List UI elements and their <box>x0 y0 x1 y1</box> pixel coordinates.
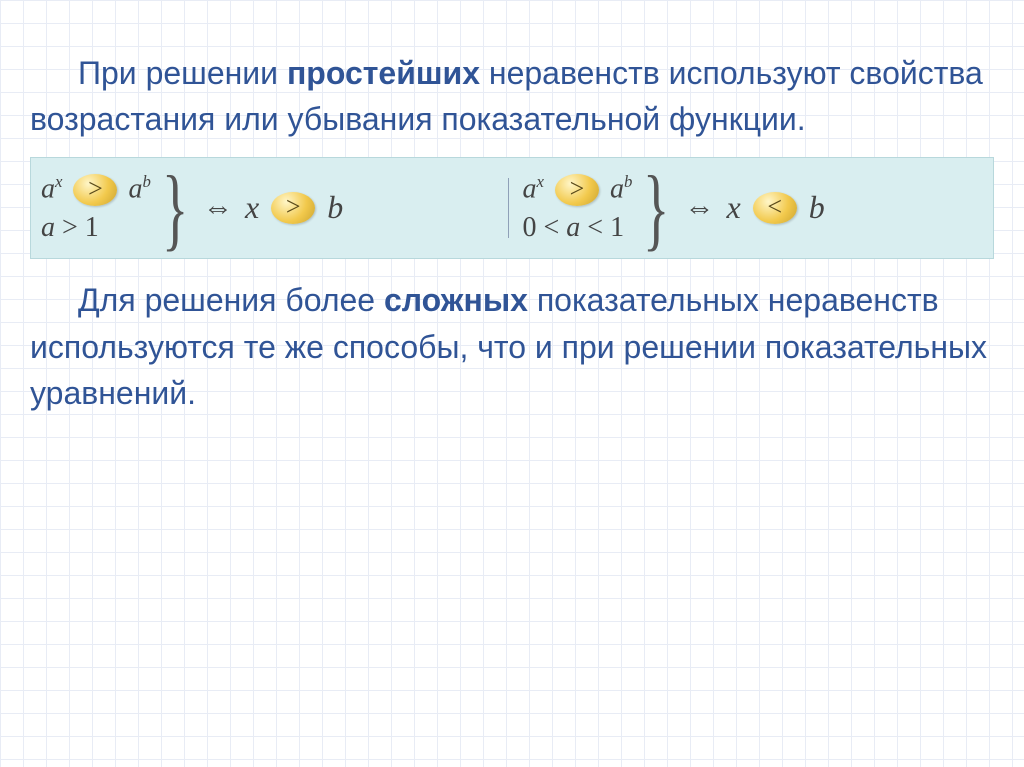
right-premise: ax > ab 0 < a < 1 <box>523 172 633 244</box>
p2-bold: сложных <box>384 282 528 318</box>
left-var: x <box>245 189 259 226</box>
left-premise: ax > ab a > 1 <box>41 172 151 244</box>
right-line1: ax > ab <box>523 172 633 206</box>
r-op1-bubble: > <box>555 174 599 206</box>
right-implies: ⇔ <box>685 191 715 225</box>
r-base1: a <box>523 173 537 204</box>
paragraph-2: Для решения более сложных показательных … <box>30 277 994 416</box>
p2-prefix: Для решения более <box>78 282 384 318</box>
r-exp1: x <box>537 172 544 191</box>
r-base2: a <box>610 173 624 204</box>
paragraph-1: При решении простейших неравенств исполь… <box>30 50 994 143</box>
l-op1-bubble: > <box>73 174 117 206</box>
formula-panel: ax > ab a > 1 } ⇔ x > b ax > ab 0 < a < … <box>30 157 994 259</box>
left-brace: } <box>162 172 189 244</box>
right-rhs: b <box>809 189 825 226</box>
p1-bold: простейших <box>287 55 480 91</box>
l-exp1: x <box>55 172 62 191</box>
left-implies: ⇔ <box>203 191 233 225</box>
right-line2: 0 < a < 1 <box>523 212 633 244</box>
l-base2: a <box>128 173 142 204</box>
l-exp2: b <box>142 172 150 191</box>
left-line2: a > 1 <box>41 212 151 244</box>
left-line1: ax > ab <box>41 172 151 206</box>
right-brace: } <box>643 172 670 244</box>
right-result-op: < <box>753 192 797 224</box>
p1-prefix: При решении <box>78 55 287 91</box>
formula-left: ax > ab a > 1 } ⇔ x > b <box>41 172 508 244</box>
l-base1: a <box>41 173 55 204</box>
left-rhs: b <box>327 189 343 226</box>
left-result-op: > <box>271 192 315 224</box>
right-var: x <box>727 189 741 226</box>
formula-right: ax > ab 0 < a < 1 } ⇔ x < b <box>509 172 984 244</box>
r-exp2: b <box>624 172 632 191</box>
